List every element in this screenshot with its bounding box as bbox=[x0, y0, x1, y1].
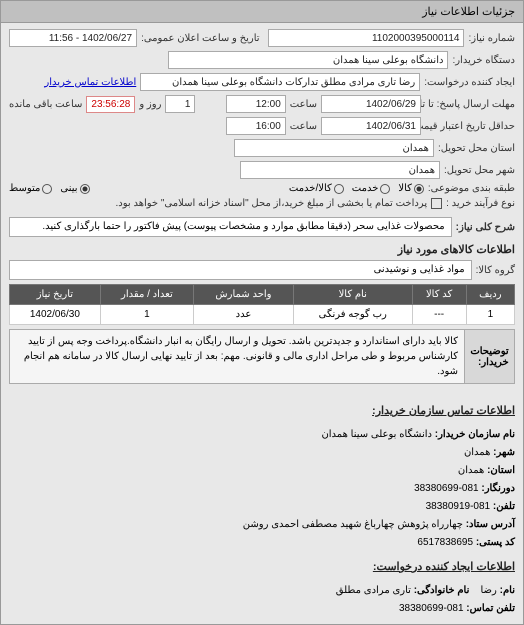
response-date-field: 1402/06/29 bbox=[321, 95, 421, 113]
delivery-state-field: همدان bbox=[234, 139, 434, 157]
td-unit: عدد bbox=[194, 305, 294, 325]
time-label-2: ساعت bbox=[290, 121, 317, 132]
buyer-field: دانشگاه بوعلی سینا همدان bbox=[168, 51, 448, 69]
contact-line: نام سازمان خریدار: دانشگاه بوعلی سینا هم… bbox=[9, 426, 515, 444]
goods-info-title: اطلاعات کالاهای مورد نیاز bbox=[9, 243, 515, 256]
table-header-row: ردیف کد کالا نام کالا واحد شمارش تعداد /… bbox=[10, 285, 515, 305]
goods-group-field: مواد غذایی و نوشیدنی bbox=[9, 260, 472, 280]
validity-date-field: 1402/06/31 bbox=[321, 117, 421, 135]
validity-time-field: 16:00 bbox=[226, 117, 286, 135]
delivery-state-label: استان محل تحویل: bbox=[438, 143, 515, 154]
time-label-1: ساعت bbox=[290, 99, 317, 110]
topic-class-label: طبقه بندی موضوعی: bbox=[428, 183, 515, 194]
description-box: توضیحات خریدار: کالا باید دارای استاندار… bbox=[9, 329, 515, 384]
td-date: 1402/06/30 bbox=[10, 305, 101, 325]
keyword-label: شرح کلی نیاز: bbox=[456, 222, 515, 233]
countdown-field: 23:56:28 bbox=[86, 96, 135, 113]
radio-budget-1[interactable]: بینی bbox=[60, 183, 89, 194]
radio-service[interactable]: خدمت bbox=[352, 183, 391, 194]
radio-icon bbox=[380, 184, 390, 194]
radio-icon bbox=[42, 184, 52, 194]
contact-line: شهر: همدان bbox=[9, 444, 515, 462]
purchase-type-label: نوع فرآیند خرید : bbox=[446, 198, 515, 209]
announce-date-label: تاریخ و ساعت اعلان عمومی: bbox=[141, 33, 260, 44]
form-area: شماره نیاز: 1102000395000114 تاریخ و ساع… bbox=[1, 23, 523, 390]
contact-line: آدرس ستاد: چهارراه پژوهش چهارباغ شهید مص… bbox=[9, 516, 515, 534]
response-time-field: 12:00 bbox=[226, 95, 286, 113]
contact-section: اطلاعات تماس سازمان خریدار: نام سازمان خ… bbox=[1, 390, 523, 624]
goods-group-label: گروه کالا: bbox=[476, 265, 515, 276]
topic-radio-group: کالا خدمت کالا/خدمت bbox=[289, 183, 424, 194]
radio-icon bbox=[80, 184, 90, 194]
days-remain-field: 1 bbox=[165, 95, 195, 113]
budget-radio-group: بینی متوسط bbox=[9, 183, 90, 194]
request-no-field: 1102000395000114 bbox=[268, 29, 465, 47]
th-code: کد کالا bbox=[412, 285, 466, 305]
radio-goods-service[interactable]: کالا/خدمت bbox=[289, 183, 344, 194]
radio-budget-2[interactable]: متوسط bbox=[9, 183, 52, 194]
contact-line: کد پستی: 6517838695 bbox=[9, 534, 515, 552]
td-name: رب گوجه فرنگی bbox=[293, 305, 412, 325]
table-row: 1 --- رب گوجه فرنگی عدد 1 1402/06/30 bbox=[10, 305, 515, 325]
contact-line: دورنگار: 081-38380699 bbox=[9, 480, 515, 498]
payment-note: پرداخت تمام یا بخشی از مبلغ خرید،از محل … bbox=[116, 198, 428, 209]
delivery-city-field: همدان bbox=[240, 161, 440, 179]
th-date: تاریخ نیاز bbox=[10, 285, 101, 305]
validity-label: حداقل تاریخ اعتبار قیمت: تا تاریخ: bbox=[425, 121, 515, 132]
radio-icon bbox=[414, 184, 424, 194]
description-label: توضیحات خریدار: bbox=[464, 330, 514, 383]
request-no-label: شماره نیاز: bbox=[468, 33, 515, 44]
td-qty: 1 bbox=[100, 305, 193, 325]
th-name: نام کالا bbox=[293, 285, 412, 305]
payment-checkbox[interactable] bbox=[431, 198, 442, 209]
response-deadline-label: مهلت ارسال پاسخ: تا تاریخ: bbox=[425, 99, 515, 110]
creator-label: ایجاد کننده درخواست: bbox=[424, 77, 515, 88]
days-label: روز و bbox=[139, 99, 161, 110]
header-bar: جزئیات اطلاعات نیاز bbox=[1, 1, 523, 23]
contact-line: استان: همدان bbox=[9, 462, 515, 480]
description-content: کالا باید دارای استاندارد و جدیدترین باش… bbox=[10, 330, 464, 383]
radio-goods[interactable]: کالا bbox=[398, 183, 424, 194]
buyer-contact-link[interactable]: اطلاعات تماس خریدار bbox=[44, 77, 136, 88]
goods-table: ردیف کد کالا نام کالا واحد شمارش تعداد /… bbox=[9, 284, 515, 325]
td-row: 1 bbox=[466, 305, 514, 325]
radio-icon bbox=[334, 184, 344, 194]
td-code: --- bbox=[412, 305, 466, 325]
contact-line: نام: رضا نام خانوادگی: تاری مرادی مطلق bbox=[9, 582, 515, 600]
th-row: ردیف bbox=[466, 285, 514, 305]
announce-date-field: 1402/06/27 - 11:56 bbox=[9, 29, 137, 47]
header-title: جزئیات اطلاعات نیاز bbox=[422, 6, 515, 18]
contact-line: تلفن: 081-38380919 bbox=[9, 498, 515, 516]
creator-field: رضا تاری مرادی مطلق تدارکات دانشگاه بوعل… bbox=[140, 73, 420, 91]
remain-label: ساعت باقی مانده bbox=[9, 99, 82, 110]
main-panel: جزئیات اطلاعات نیاز شماره نیاز: 11020003… bbox=[0, 0, 524, 625]
delivery-city-label: شهر محل تحویل: bbox=[444, 165, 515, 176]
req-creator-title: اطلاعات ایجاد کننده درخواست: bbox=[9, 558, 515, 578]
keyword-field: محصولات غذایی سحر (دقیقا مطابق موارد و م… bbox=[9, 217, 452, 237]
buyer-label: دستگاه خریدار: bbox=[452, 55, 515, 66]
th-qty: تعداد / مقدار bbox=[100, 285, 193, 305]
contact-title: اطلاعات تماس سازمان خریدار: bbox=[9, 402, 515, 422]
contact-line: تلفن تماس: 081-38380699 bbox=[9, 600, 515, 618]
th-unit: واحد شمارش bbox=[194, 285, 294, 305]
